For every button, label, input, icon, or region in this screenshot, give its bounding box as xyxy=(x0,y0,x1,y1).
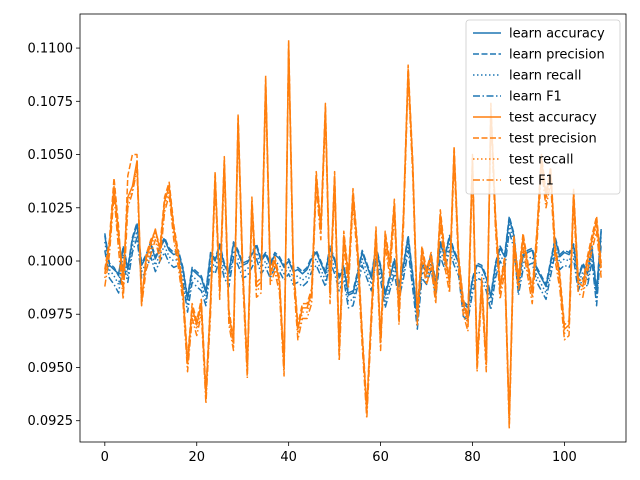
legend-label: test accuracy xyxy=(509,111,597,126)
legend-box xyxy=(465,19,621,195)
x-tick-label: 80 xyxy=(464,450,481,465)
x-tick-label: 100 xyxy=(552,450,577,465)
y-tick-label: 0.1050 xyxy=(28,148,74,163)
x-tick-label: 60 xyxy=(372,450,389,465)
legend-label: learn accuracy xyxy=(509,27,605,42)
y-tick-label: 0.1025 xyxy=(28,201,74,216)
series-line-test-precision xyxy=(104,38,602,418)
legend-label: test precision xyxy=(509,132,597,147)
y-tick-label: 0.0925 xyxy=(28,414,74,429)
axes: 0 20 40 60 80 100 0.0925 0.0950 0.0975 0.1000 0.10… xyxy=(28,13,627,465)
x-tick-label: 0 xyxy=(101,450,109,465)
series-lines xyxy=(104,38,602,430)
series-line-learn-f1 xyxy=(104,230,602,330)
legend-label: test recall xyxy=(509,153,574,168)
series-line-test-f1 xyxy=(104,51,602,430)
legend-label: learn recall xyxy=(509,69,581,84)
plot-area xyxy=(104,38,602,430)
y-tick-label: 0.0950 xyxy=(28,361,74,376)
x-tick-label: 20 xyxy=(188,450,205,465)
legend-label: learn precision xyxy=(509,48,605,63)
y-tick-label: 0.1075 xyxy=(28,95,74,110)
x-tick-label: 40 xyxy=(280,450,297,465)
legend-label: learn F1 xyxy=(509,90,562,105)
series-line-learn-accuracy xyxy=(104,217,602,318)
y-tick-label: 0.1000 xyxy=(28,255,74,270)
legend-label: test F1 xyxy=(509,174,554,189)
legend: learn accuracy learn precision learn recal… xyxy=(465,19,621,195)
axes-frame xyxy=(79,13,627,443)
y-tick-label: 0.1100 xyxy=(28,42,74,57)
y-tick-label: 0.0975 xyxy=(28,308,74,323)
